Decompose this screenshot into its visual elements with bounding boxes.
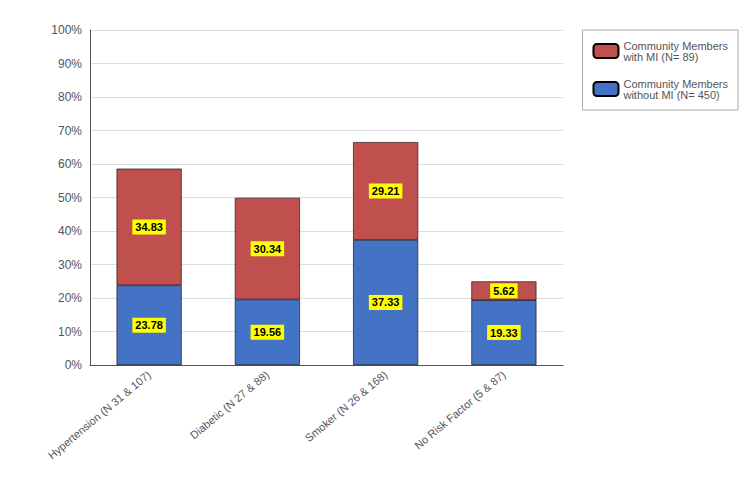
svg-text:Community Members: Community Members — [623, 77, 728, 90]
svg-text:90%: 90% — [58, 57, 82, 71]
svg-text:60%: 60% — [58, 157, 82, 171]
svg-text:34.83: 34.83 — [135, 221, 163, 233]
svg-text:5.62: 5.62 — [493, 285, 514, 297]
svg-text:No Risk Factor (5 & 87): No Risk Factor (5 & 87) — [412, 368, 508, 451]
svg-text:70%: 70% — [58, 124, 82, 138]
svg-text:30%: 30% — [58, 258, 82, 272]
svg-text:without MI (N= 450): without MI (N= 450) — [622, 89, 719, 101]
svg-text:20%: 20% — [58, 291, 82, 305]
svg-text:80%: 80% — [58, 90, 82, 104]
svg-text:40%: 40% — [58, 224, 82, 238]
svg-text:19.33: 19.33 — [490, 327, 518, 339]
svg-text:100%: 100% — [51, 23, 82, 37]
svg-text:0%: 0% — [65, 358, 83, 372]
svg-text:Smoker (N 26 & 168): Smoker (N 26 & 168) — [303, 368, 390, 444]
svg-text:37.33: 37.33 — [372, 296, 400, 308]
svg-text:Community Members: Community Members — [623, 39, 728, 52]
svg-text:Hypertension (N 31 & 107): Hypertension (N 31 & 107) — [46, 368, 153, 461]
svg-text:19.56: 19.56 — [254, 326, 282, 338]
svg-text:Diabetic (N 27 & 88): Diabetic (N 27 & 88) — [188, 368, 272, 441]
svg-text:with MI (N= 89): with MI (N= 89) — [622, 51, 698, 63]
svg-text:10%: 10% — [58, 325, 82, 339]
svg-text:29.21: 29.21 — [372, 185, 400, 197]
svg-text:30.34: 30.34 — [254, 243, 282, 255]
svg-text:50%: 50% — [58, 191, 82, 205]
svg-text:23.78: 23.78 — [135, 319, 163, 331]
